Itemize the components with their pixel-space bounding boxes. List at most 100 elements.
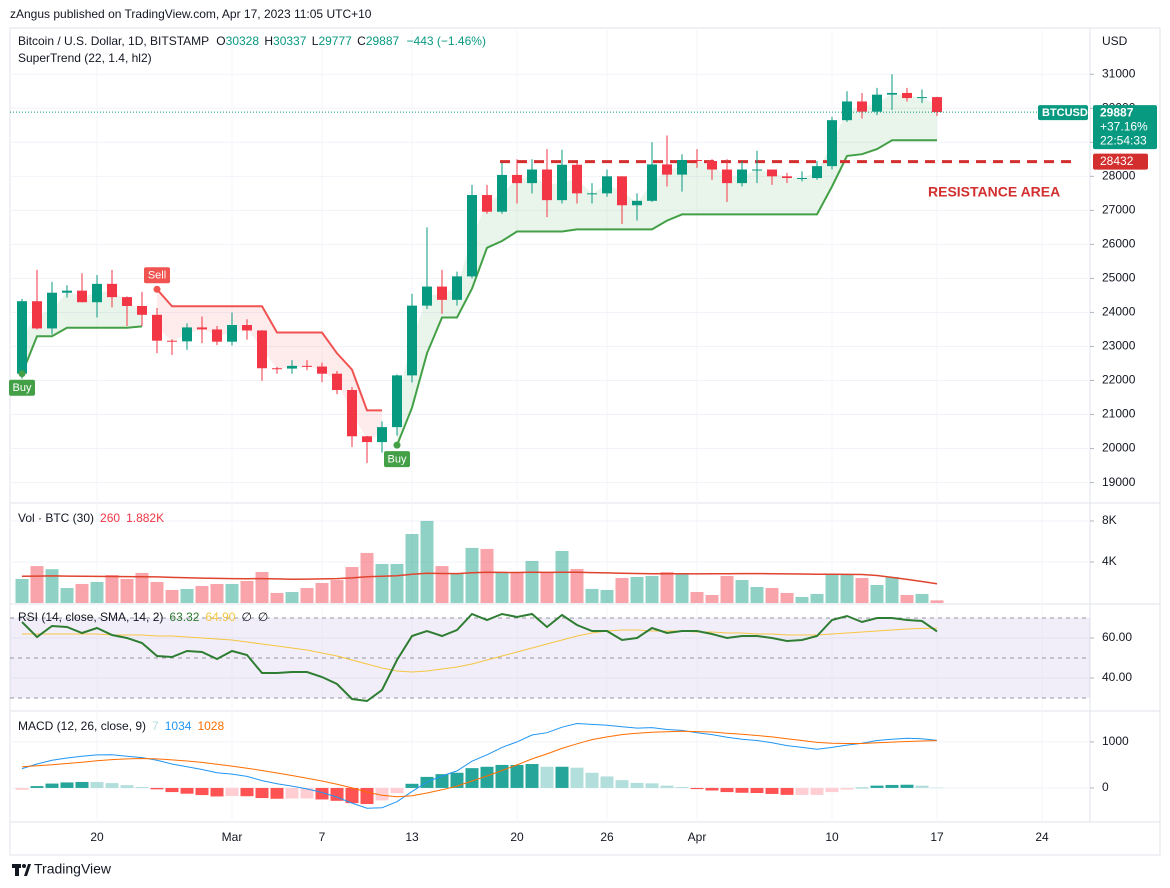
- macd-hist-bar: [15, 787, 29, 790]
- x-tick-label: 26: [600, 830, 614, 844]
- candle-body: [347, 390, 357, 437]
- candle-body: [692, 159, 702, 162]
- candle-body: [857, 101, 867, 112]
- candle-body: [122, 297, 132, 306]
- macd-value: 1034: [165, 719, 192, 733]
- volume-bar: [450, 573, 464, 603]
- volume-bar: [300, 588, 314, 603]
- volume-bar: [15, 579, 29, 603]
- candle-body: [662, 164, 672, 175]
- macd-hist-bar: [555, 766, 569, 788]
- y-tick-label: 23000: [1102, 339, 1136, 353]
- volume-bar: [375, 564, 389, 603]
- macd-hist-bar: [735, 787, 749, 793]
- macd-hist-bar: [915, 785, 929, 788]
- candle-body: [182, 327, 192, 342]
- volume-bar: [810, 593, 824, 603]
- rsi-legend: RSI (14, close, SMA, 14, 2) 63.32 64.90 ∅ ∅: [18, 610, 268, 624]
- candle-body: [437, 286, 447, 300]
- candle-body: [452, 276, 462, 300]
- volume-bar: [705, 595, 719, 603]
- candle-body: [47, 292, 57, 329]
- macd-hist-bar: [675, 787, 689, 788]
- candle-body: [137, 305, 147, 315]
- candle-body: [902, 92, 912, 99]
- macd-hist-bar: [240, 787, 254, 797]
- macd-hist-bar: [405, 783, 419, 788]
- volume-bar: [135, 572, 149, 603]
- macd-hist-bar: [540, 766, 554, 788]
- macd-hist-bar: [60, 782, 74, 788]
- macd-line: [21, 722, 938, 809]
- candle-body: [647, 164, 657, 201]
- macd-hist-bar: [525, 764, 539, 788]
- signal-box: [384, 451, 410, 468]
- macd-hist-bar: [570, 767, 584, 788]
- candle-body: [62, 290, 72, 293]
- rsi-value: 63.32: [169, 610, 199, 624]
- volume-bar: [465, 547, 479, 603]
- candle-body: [467, 195, 477, 277]
- macd-hist-bar: [510, 764, 524, 788]
- macd-hist-bar: [600, 776, 614, 788]
- volume-bar: [60, 588, 74, 603]
- candle-body: [272, 368, 282, 370]
- candle-body: [737, 169, 747, 184]
- macd-hist-bar: [780, 787, 794, 795]
- plot: 20 Mar 7 13 20 26 Apr 10 17 24 19000 20000 21000 2200…: [9, 30, 1157, 844]
- macd-hist-bar: [585, 772, 599, 788]
- macd-hist-bar: [660, 785, 674, 788]
- candle-body: [827, 120, 837, 167]
- volume-bar: [765, 588, 779, 603]
- volume-bar: [165, 589, 179, 603]
- rsi-line: [21, 612, 938, 703]
- candle-body: [767, 169, 777, 177]
- macd-hist-bar: [135, 787, 149, 788]
- candle-body: [752, 169, 762, 171]
- candle-body: [392, 375, 402, 428]
- y-tick-label: 28000: [1102, 168, 1136, 182]
- signal-dot: [153, 285, 161, 293]
- y-tick-label: 27000: [1102, 203, 1136, 217]
- macd-hist-bar: [210, 787, 224, 797]
- volume-bar: [225, 584, 239, 603]
- macd-hist-bar: [720, 787, 734, 793]
- x-tick-label: 24: [1035, 830, 1049, 844]
- macd-hist-bar: [225, 787, 239, 796]
- symbol-tag-label: BTCUSD: [1042, 107, 1088, 119]
- volume-bar: [585, 588, 599, 603]
- volume-bar: [840, 573, 854, 603]
- candle-body: [32, 301, 42, 329]
- macd-hist-bar: [855, 787, 869, 789]
- signal-line: [21, 730, 938, 798]
- ohlc-value: 30328: [226, 34, 260, 48]
- macd-hist-bar: [615, 780, 629, 788]
- y-tick-label: 25000: [1102, 271, 1136, 285]
- volume-bar: [30, 566, 44, 603]
- volume-legend: Vol · BTC (30) 260 1.882K: [18, 511, 164, 525]
- volume-bar: [735, 580, 749, 603]
- macd-hist-bar: [870, 785, 884, 788]
- logo-part: [22, 864, 26, 868]
- candle-body: [887, 92, 897, 95]
- x-tick-label: 13: [405, 830, 419, 844]
- ohlc-value: 30337: [273, 34, 307, 48]
- macd-hist-bar: [270, 787, 284, 799]
- volume-bar: [270, 592, 284, 603]
- candle-body: [602, 176, 612, 194]
- attribution: zAngus published on TradingView.com, Apr…: [10, 7, 372, 21]
- macd-hist-bar: [375, 787, 389, 801]
- x-tick-label: 20: [90, 830, 104, 844]
- rsi-extra: ∅: [241, 610, 251, 624]
- y-tick-label: 31000: [1102, 66, 1136, 80]
- volume-bar: [600, 589, 614, 603]
- candle-body: [872, 94, 882, 112]
- macd-hist-bar: [750, 787, 764, 794]
- candle-body: [257, 330, 267, 369]
- macd-hist-bar: [105, 783, 119, 788]
- volume-bar: [780, 592, 794, 603]
- macd-hist-bar: [150, 787, 164, 790]
- macd-hist-bar: [330, 787, 344, 801]
- volume-bar: [870, 584, 884, 603]
- volume-bar: [345, 567, 359, 603]
